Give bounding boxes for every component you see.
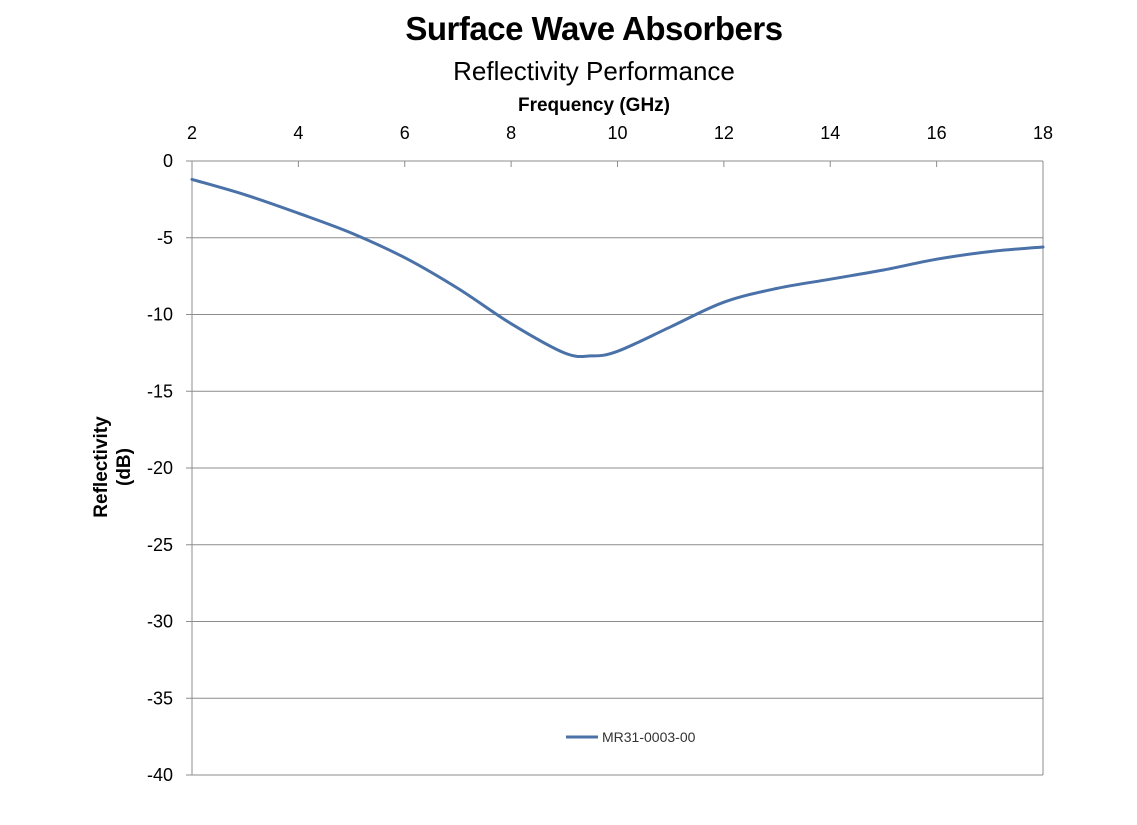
y-tick-label: 0 bbox=[163, 151, 173, 171]
y-tick-label: -30 bbox=[147, 612, 173, 632]
legend-label: MR31-0003-00 bbox=[602, 729, 696, 745]
y-tick-label: -5 bbox=[157, 228, 173, 248]
x-tick-label: 14 bbox=[820, 123, 840, 143]
series-line bbox=[190, 177, 1045, 358]
x-tick-label: 8 bbox=[506, 123, 516, 143]
x-tick-label: 18 bbox=[1033, 123, 1053, 143]
y-tick-label: -10 bbox=[147, 305, 173, 325]
chart-subtitle: Reflectivity Performance bbox=[453, 56, 735, 86]
x-tick-label: 10 bbox=[607, 123, 627, 143]
y-tick-label: -25 bbox=[147, 535, 173, 555]
x-tick-label: 12 bbox=[714, 123, 734, 143]
y-tick-label: -20 bbox=[147, 458, 173, 478]
y-tick-label: -35 bbox=[147, 688, 173, 708]
y-tick-label: -40 bbox=[147, 765, 173, 785]
x-tick-label: 16 bbox=[927, 123, 947, 143]
x-axis-label: Frequency (GHz) bbox=[517, 95, 671, 116]
y-tick-label: -15 bbox=[147, 381, 173, 401]
x-tick-label: 2 bbox=[187, 123, 197, 143]
x-tick-label: 6 bbox=[400, 123, 410, 143]
chart-title: Surface Wave Absorbers bbox=[405, 10, 783, 47]
x-tick-label: 4 bbox=[293, 123, 303, 143]
